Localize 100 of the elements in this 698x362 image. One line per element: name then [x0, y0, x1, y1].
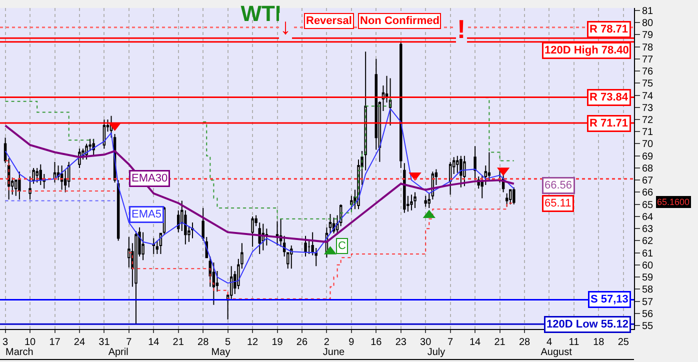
- x-tick-label: 16: [370, 337, 382, 348]
- candlestick: [276, 220, 279, 246]
- candlestick: [414, 192, 416, 208]
- ref-line-label: 120D High 78.40: [544, 44, 629, 56]
- candlestick: [53, 161, 56, 184]
- x-tick-label: 19: [272, 337, 284, 348]
- x-tick-label: 17: [49, 337, 61, 348]
- text: 65.1600: [657, 197, 690, 207]
- x2-tick-label: August: [540, 347, 572, 358]
- x-tick-label: 30: [420, 337, 432, 348]
- candlestick: [191, 222, 194, 239]
- candlestick: [134, 230, 138, 325]
- annotation: C: [338, 240, 346, 252]
- candlestick: [460, 155, 462, 188]
- candlestick: [304, 235, 307, 257]
- annotation: ↓: [280, 14, 291, 39]
- x2-tick-label: June: [322, 347, 346, 358]
- annotation: EMA30: [132, 172, 168, 184]
- candlestick: [60, 165, 64, 190]
- x2-tick-label: April: [108, 347, 128, 358]
- x2-tick-label: July: [427, 347, 446, 358]
- candlestick: [463, 155, 466, 187]
- annotation: 65.11: [544, 198, 572, 210]
- y-tick-label: 81: [642, 6, 654, 17]
- x-tick-label: 21: [172, 337, 184, 348]
- x-tick-label: 18: [593, 337, 605, 348]
- candlestick: [152, 238, 156, 255]
- y-tick-label: 69: [642, 151, 654, 162]
- x-tick-label: 28: [518, 337, 531, 348]
- candlestick: [424, 195, 427, 208]
- y-tick-label: 70: [642, 139, 654, 150]
- y-tick-label: 58: [642, 284, 654, 296]
- x-tick-label: 31: [98, 337, 110, 348]
- candlestick: [388, 78, 392, 126]
- candlestick: [36, 167, 38, 184]
- y-tick-label: 61: [642, 248, 654, 260]
- y-tick-label: 57: [642, 296, 654, 308]
- y-tick-label: 56: [642, 308, 654, 320]
- x-tick-label: 25: [618, 337, 630, 348]
- x-tick-label: 10: [24, 337, 36, 348]
- x-tick-label: 28: [198, 337, 210, 348]
- candlestick: [18, 171, 21, 200]
- candlestick: [68, 161, 70, 188]
- x-tick-label: 7: [448, 337, 454, 348]
- annotation: Non Confirmed: [360, 15, 440, 27]
- y-tick-label: 63: [642, 224, 654, 236]
- x-tick-label: 21: [494, 337, 506, 348]
- y-tick-label: 64: [642, 212, 654, 223]
- y-tick-label: 80: [642, 18, 654, 30]
- annotation: !: [457, 14, 466, 44]
- candlestick: [403, 162, 406, 214]
- y-tick-label: 71: [642, 127, 654, 138]
- x-tick-label: 5: [225, 337, 232, 348]
- candlestick: [448, 161, 452, 196]
- x-tick-label: 12: [246, 337, 259, 348]
- x-tick-label: 26: [296, 337, 308, 348]
- annotation: Reversal: [306, 15, 352, 27]
- candlestick: [142, 232, 144, 261]
- y-tick-label: 65: [642, 200, 654, 211]
- candlestick: [4, 137, 7, 164]
- x2-tick-label: March: [6, 347, 34, 358]
- candlestick: [39, 164, 42, 186]
- x-tick-label: 14: [148, 337, 160, 348]
- candlestick: [290, 245, 293, 270]
- y-tick-label: 62: [642, 236, 654, 248]
- y-tick-label: 59: [642, 272, 654, 284]
- y-tick-label: 73: [642, 102, 654, 114]
- candlestick: [410, 194, 413, 211]
- candlestick: [328, 214, 332, 234]
- x-tick-label: 14: [469, 337, 482, 348]
- candlestick: [488, 152, 491, 181]
- ref-line-label: R 73.84: [590, 92, 629, 104]
- y-tick-label: 75: [642, 78, 654, 90]
- y-tick-label: 68: [642, 163, 654, 174]
- x-tick-label: 3: [2, 337, 9, 348]
- x-tick-label: 11: [568, 337, 580, 348]
- y-tick-label: 76: [642, 66, 654, 78]
- y-tick-label: 66: [642, 188, 654, 199]
- x-tick-label: 2: [324, 337, 330, 348]
- candlestick: [92, 138, 95, 156]
- ref-line-label: S 57,13: [590, 294, 628, 306]
- candlestick: [85, 143, 88, 160]
- candlestick: [212, 262, 216, 306]
- x-tick-label: 9: [348, 337, 355, 348]
- y-tick-label: 60: [642, 260, 654, 272]
- line-series: [4, 108, 514, 284]
- y-tick-label: 77: [642, 54, 654, 66]
- candlestick: [509, 189, 512, 205]
- x2-tick-label: May: [211, 347, 230, 358]
- annotation: 66.56: [544, 180, 572, 192]
- y-tick-label: 79: [642, 30, 654, 42]
- x-tick-label: 24: [74, 337, 86, 348]
- line-series: [4, 124, 515, 243]
- x-tick-label: 4: [546, 337, 552, 348]
- y-tick-label: 78: [642, 42, 654, 54]
- candlestick: [262, 223, 264, 251]
- chart-title: WTI: [240, 0, 282, 26]
- x-tick-label: 23: [395, 337, 407, 348]
- ref-line-label: R 71.71: [590, 118, 628, 130]
- candlestick: [251, 216, 254, 248]
